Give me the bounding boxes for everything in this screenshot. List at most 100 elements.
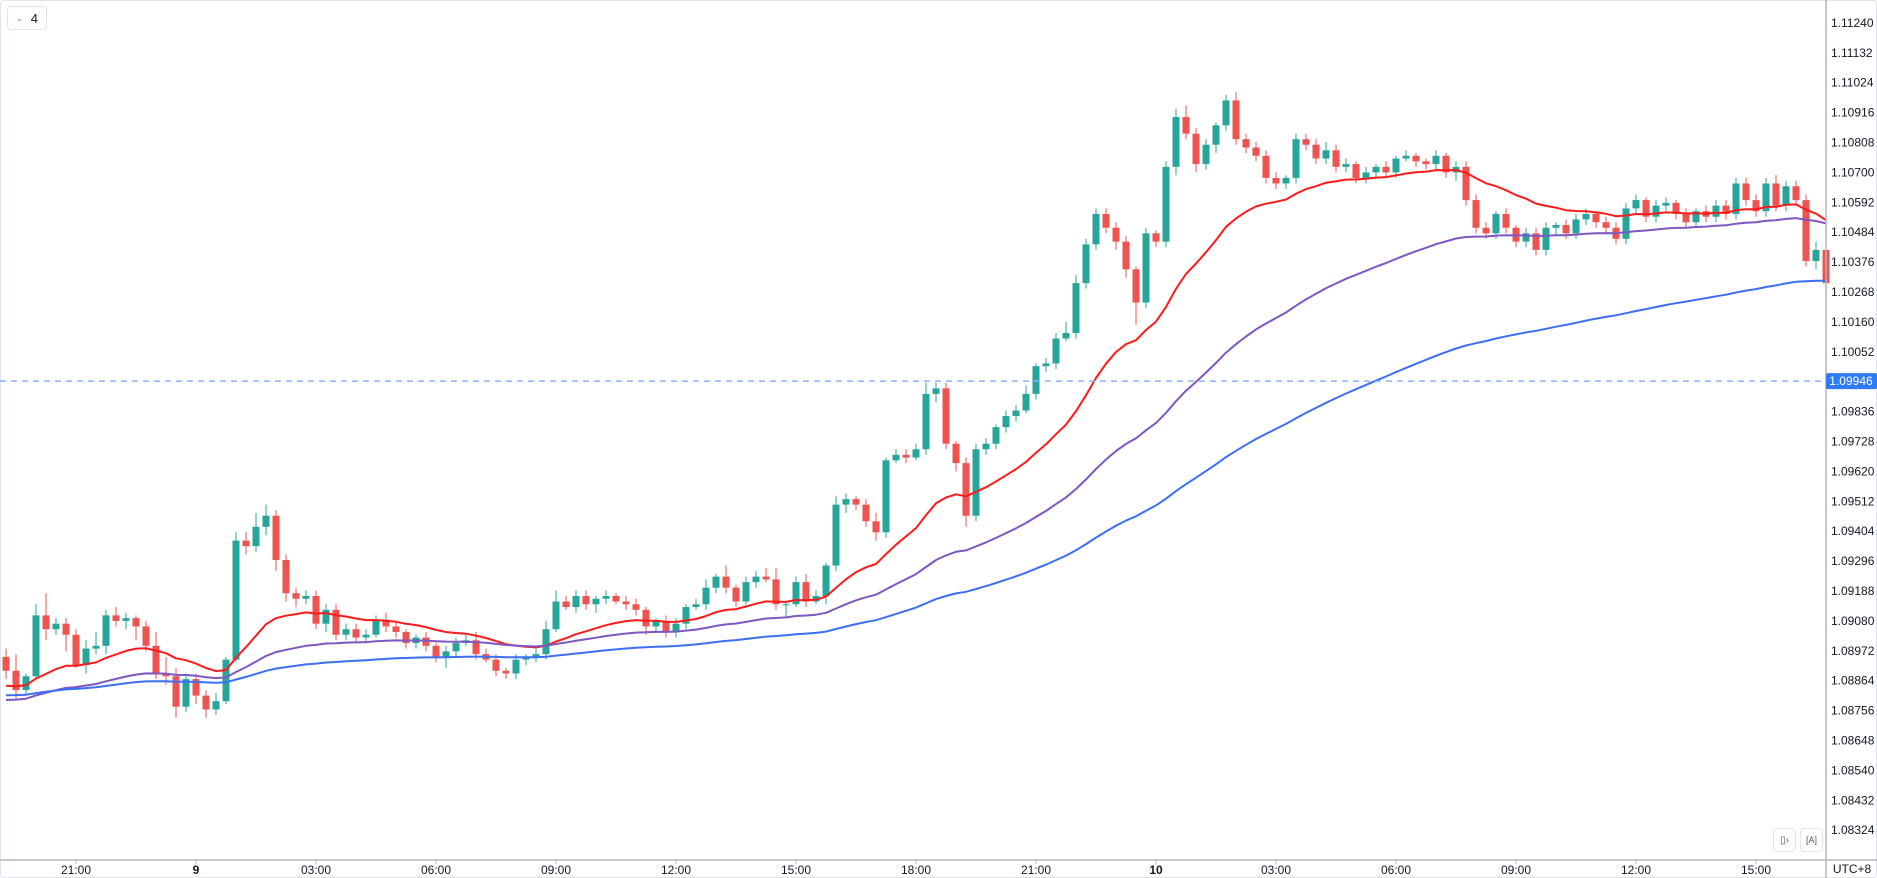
candle: [372, 615, 380, 638]
candle: [1772, 175, 1780, 212]
candle-body-up: [1022, 393, 1030, 411]
time-tick-label: 15:00: [1741, 863, 1771, 877]
candle: [762, 568, 770, 583]
candle: [1662, 197, 1670, 212]
price-axis[interactable]: 1.11240 1.11132 1.11024 1.10916 1.10808 1.107…: [1831, 16, 1875, 837]
candle-body-up: [692, 604, 700, 608]
price-tick-label: 1.08648: [1831, 734, 1875, 748]
candle-body-down: [272, 515, 280, 560]
candle-body-down: [662, 620, 670, 632]
candle: [1532, 227, 1540, 256]
candle-body-up: [542, 629, 550, 655]
price-tick-label: 1.10160: [1831, 315, 1875, 329]
candle: [662, 615, 670, 638]
candle: [1742, 177, 1750, 206]
candle: [1492, 211, 1500, 239]
candle-body-up: [1052, 338, 1060, 364]
candle-body-down: [562, 601, 570, 608]
candle-body-down: [1332, 150, 1340, 167]
candle-body-up: [882, 460, 890, 533]
scroll-to-latest-button[interactable]: ▯›: [1773, 828, 1796, 852]
candle: [292, 587, 300, 608]
candle-body-up: [592, 598, 600, 605]
candle: [1012, 404, 1020, 422]
time-tick-label: 03:00: [301, 863, 331, 877]
candle-body-up: [1572, 219, 1580, 234]
time-tick-label: 10: [1149, 863, 1163, 877]
candle-body-down: [62, 623, 70, 635]
candle-body-down: [142, 626, 150, 646]
candle: [1122, 236, 1130, 278]
candle-body-up: [1212, 125, 1220, 145]
candle: [622, 595, 630, 610]
auto-scale-button[interactable]: [A]: [1800, 828, 1823, 852]
candle: [92, 631, 100, 655]
time-axis[interactable]: 21:00 9 03:00 06:00 09:00 12:00 15:00 18:00 21:0…: [61, 860, 1771, 877]
candle-body-down: [1352, 164, 1360, 178]
candle: [862, 499, 870, 527]
candle-body-down: [852, 499, 860, 505]
price-tick-label: 1.08540: [1831, 763, 1875, 777]
candle-body-down: [42, 615, 50, 630]
candle-body-down: [152, 645, 160, 674]
candle-body-up: [1402, 155, 1410, 159]
candle: [1672, 200, 1680, 220]
candle: [1442, 153, 1450, 178]
candle-body-up: [1582, 213, 1590, 220]
time-tick-label: 18:00: [901, 863, 931, 877]
price-tick-label: 1.09512: [1831, 494, 1875, 508]
candle: [1292, 133, 1300, 184]
candle-body-up: [1372, 166, 1380, 173]
candle: [1782, 180, 1790, 212]
candle-body-down: [472, 640, 480, 655]
candle: [1552, 222, 1560, 237]
candle-body-down: [1232, 100, 1240, 140]
candle-body-down: [1682, 213, 1690, 223]
time-tick-label: 9: [193, 863, 200, 877]
candle-body-down: [1132, 269, 1140, 303]
candle-body-down: [382, 620, 390, 627]
candle: [122, 612, 130, 630]
candle: [1392, 155, 1400, 178]
candle-body-up: [452, 643, 460, 652]
candle-body-down: [1722, 205, 1730, 214]
candle-body-down: [192, 679, 200, 696]
candle: [1592, 211, 1600, 228]
candle: [1212, 122, 1220, 154]
candle: [172, 667, 180, 718]
candle-body-down: [1262, 155, 1270, 178]
candle-body-down: [502, 670, 510, 674]
candle: [72, 629, 80, 668]
candle-body-up: [922, 393, 930, 450]
candle: [1802, 194, 1810, 267]
candle-body-up: [1002, 416, 1010, 428]
candle-body-up: [1542, 227, 1550, 250]
time-tick-label: 03:00: [1261, 863, 1291, 877]
timezone-label[interactable]: UTC+8: [1832, 862, 1872, 876]
candle: [362, 629, 370, 644]
candle-body-up: [1662, 202, 1670, 206]
candle-body-down: [632, 604, 640, 610]
candle: [422, 631, 430, 652]
candle: [632, 598, 640, 616]
candle-body-down: [902, 454, 910, 458]
price-tick-label: 1.10376: [1831, 255, 1875, 269]
candle-body-down: [1772, 183, 1780, 206]
candle-body-up: [32, 615, 40, 677]
candle-body-up: [512, 659, 520, 674]
candle: [872, 512, 880, 541]
candle-body-down: [492, 659, 500, 671]
candle: [1322, 141, 1330, 165]
candle-body-up: [1762, 183, 1770, 212]
candle-body-up: [362, 634, 370, 638]
candle: [932, 382, 940, 403]
candle: [782, 601, 790, 619]
candle-body-down: [1792, 186, 1800, 201]
time-tick-label: 09:00: [1501, 863, 1531, 877]
candle-body-down: [1242, 139, 1250, 148]
candle-body-up: [182, 679, 190, 707]
candle-body-up: [222, 659, 230, 702]
candle-body-up: [1392, 158, 1400, 173]
timeframe-button[interactable]: ⌄ 4: [7, 6, 47, 30]
